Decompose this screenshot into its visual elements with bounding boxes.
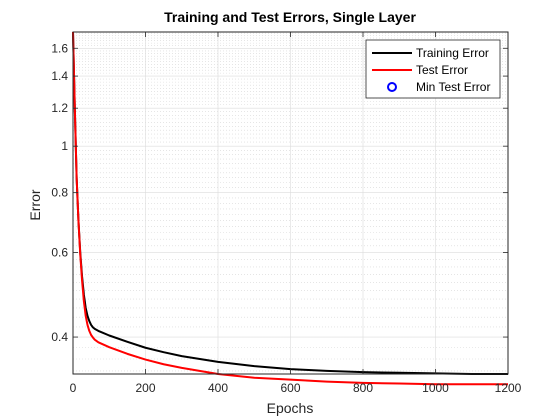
x-axis-label: Epochs bbox=[267, 400, 314, 416]
x-tick-label: 200 bbox=[135, 381, 155, 395]
legend-label: Min Test Error bbox=[416, 80, 490, 94]
series-line-1 bbox=[72, 31, 508, 386]
x-tick-label: 0 bbox=[70, 381, 77, 395]
chart-title: Training and Test Errors, Single Layer bbox=[164, 9, 416, 25]
legend-marker bbox=[387, 82, 397, 92]
legend: Training Error Test Error Min Test Error bbox=[365, 39, 501, 99]
x-tick-label: 600 bbox=[280, 381, 300, 395]
x-tick-label: 1200 bbox=[495, 381, 522, 395]
legend-label: Training Error bbox=[416, 46, 489, 60]
y-tick-label: 1.2 bbox=[51, 101, 68, 115]
y-axis-label: Error bbox=[27, 189, 43, 220]
x-tick-label: 1000 bbox=[422, 381, 449, 395]
y-tick-label: 0.8 bbox=[51, 186, 68, 200]
legend-label: Test Error bbox=[416, 63, 468, 77]
x-tick-label: 400 bbox=[208, 381, 228, 395]
y-tick-label: 1 bbox=[61, 139, 68, 153]
y-tick-label: 0.6 bbox=[51, 246, 68, 260]
y-tick-label: 0.4 bbox=[51, 330, 68, 344]
y-tick-label: 1.6 bbox=[51, 41, 68, 55]
y-tick-label: 1.4 bbox=[51, 69, 68, 83]
x-tick-label: 800 bbox=[353, 381, 373, 395]
